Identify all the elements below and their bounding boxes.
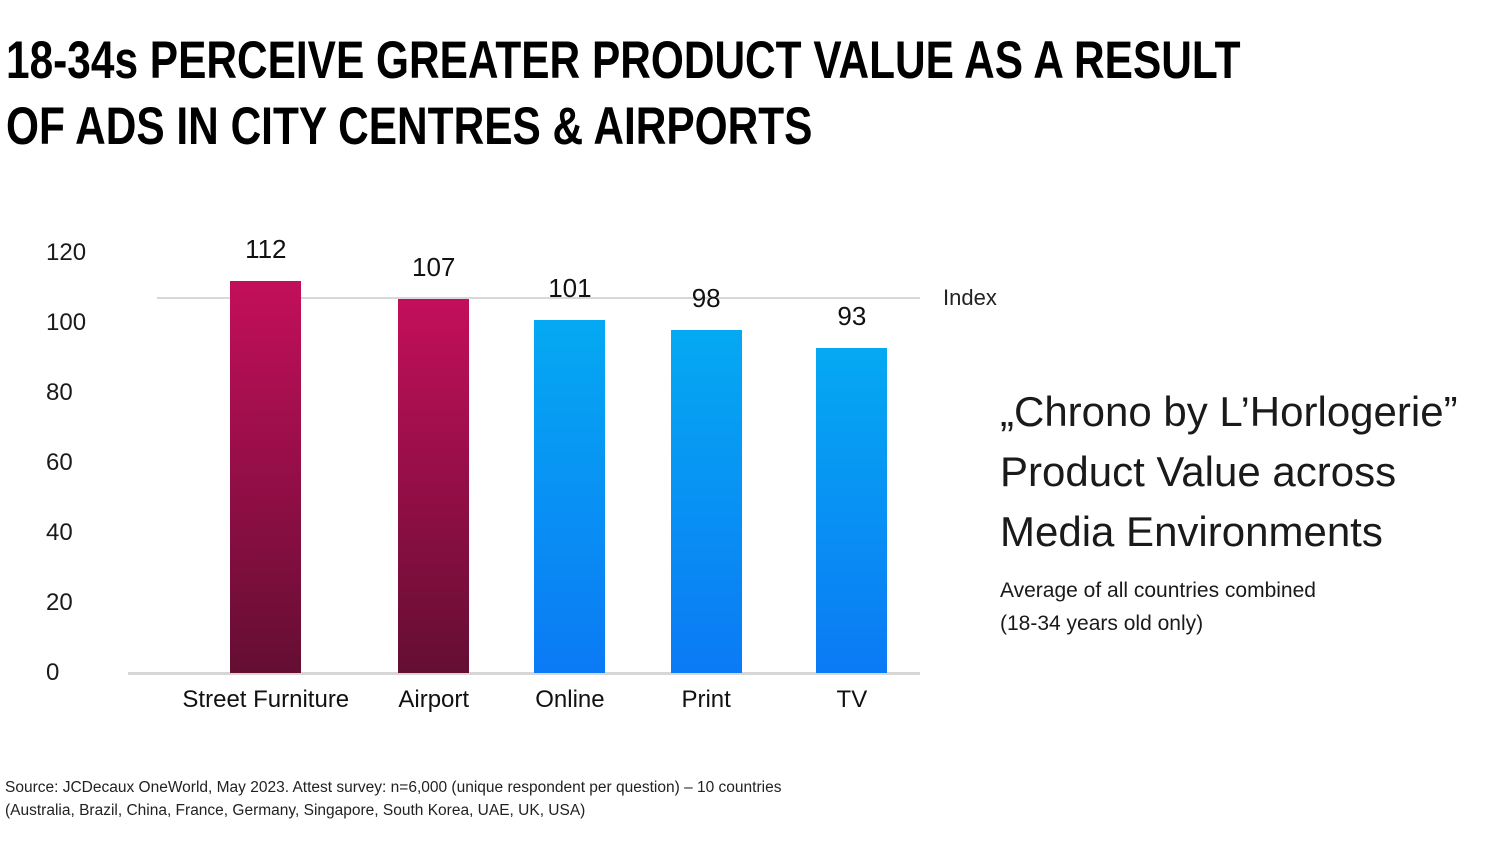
value-label-airport: 107 xyxy=(412,251,456,282)
bar-airport xyxy=(398,298,470,673)
page-title-line-1: 18-34s PERCEIVE GREATER PRODUCT VALUE AS… xyxy=(6,31,1241,90)
bar-chart: Index 0 20 40 60 80 100 120 112 Street Furnitur… xyxy=(46,234,997,713)
page-title: 18-34s PERCEIVE GREATER PRODUCT VALUE AS… xyxy=(6,28,1241,160)
annotation-heading-line-3: Media Environments xyxy=(1000,508,1383,555)
value-label-online: 101 xyxy=(548,272,592,303)
page-title-line-2: OF ADS IN CITY CENTRES & AIRPORTS xyxy=(6,97,813,156)
y-tick-label-60: 60 xyxy=(46,449,73,476)
y-tick-label-20: 20 xyxy=(46,589,73,616)
annotation-subtext-line-1: Average of all countries combined xyxy=(1000,579,1316,602)
bar-online xyxy=(534,319,606,673)
value-label-street-furniture: 112 xyxy=(245,234,287,264)
bar-street-furniture xyxy=(230,281,302,673)
y-tick-label-0: 0 xyxy=(46,659,60,686)
value-label-tv: 93 xyxy=(837,300,867,331)
y-tick-label-80: 80 xyxy=(46,379,73,406)
annotation-subtext: Average of all countries combined (18-34… xyxy=(1000,574,1480,640)
y-tick-label-120: 120 xyxy=(46,239,87,266)
category-label-online: Online xyxy=(535,686,605,713)
value-label-print: 98 xyxy=(691,283,721,313)
chart-annotation: „Chrono by L’Horlogerie” Product Value a… xyxy=(1000,382,1480,640)
annotation-heading-line-1: „Chrono by L’Horlogerie” xyxy=(1000,388,1458,435)
source-note: Source: JCDecaux OneWorld, May 2023. Att… xyxy=(5,776,781,822)
category-label-street-furniture: Street Furniture xyxy=(182,686,350,713)
annotation-heading-line-2: Product Value across xyxy=(1000,448,1397,495)
category-label-tv: TV xyxy=(836,686,868,713)
index-line-label: Index xyxy=(943,284,997,310)
category-label-print: Print xyxy=(681,686,731,713)
bar-print xyxy=(670,330,742,673)
index-reference-line xyxy=(157,296,920,299)
source-note-line-1: Source: JCDecaux OneWorld, May 2023. Att… xyxy=(5,779,782,796)
annotation-subtext-line-2: (18-34 years old only) xyxy=(1000,612,1204,635)
y-tick-label-100: 100 xyxy=(46,309,87,336)
bar-tv xyxy=(816,347,888,673)
category-label-airport: Airport xyxy=(398,686,470,713)
y-tick-label-40: 40 xyxy=(46,519,73,546)
annotation-heading: „Chrono by L’Horlogerie” Product Value a… xyxy=(1000,382,1480,562)
source-note-line-2: (Australia, Brazil, China, France, Germa… xyxy=(5,802,586,819)
x-axis-line xyxy=(128,672,920,675)
